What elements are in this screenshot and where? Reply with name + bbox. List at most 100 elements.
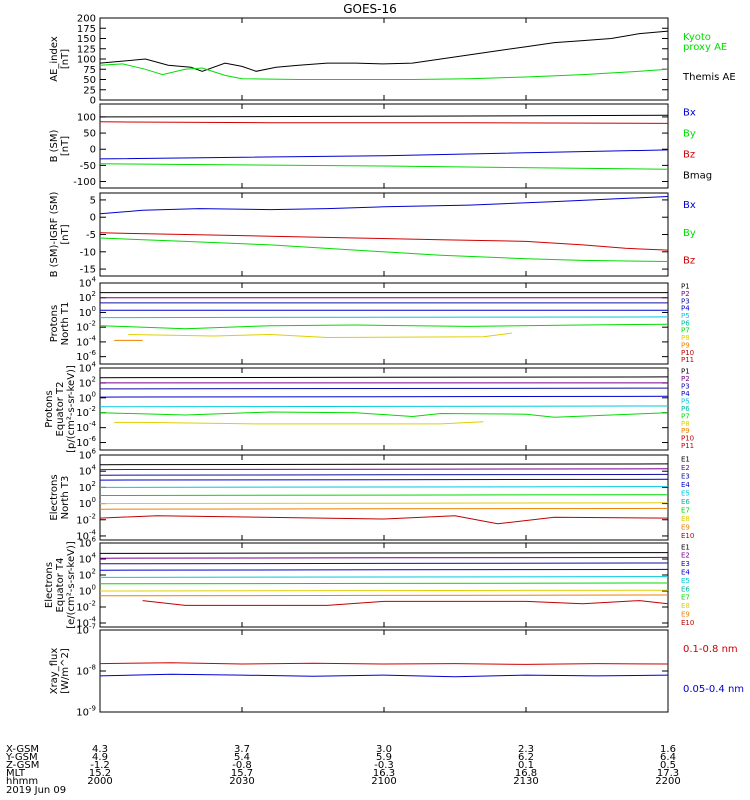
- legend-entry: P5: [681, 312, 690, 320]
- legend-entry: P3: [681, 383, 690, 391]
- legend-entry: P10: [681, 349, 694, 357]
- y-axis-label: Protons: [49, 305, 60, 342]
- legend-entry: Bx: [683, 200, 696, 211]
- legend-entry: E6: [681, 585, 690, 593]
- legend-entry: P8: [681, 420, 690, 428]
- legend-entry: Bz: [683, 150, 695, 161]
- panel-frame: [99, 282, 669, 365]
- y-tick-label: 100: [77, 55, 96, 66]
- series-line-green: [99, 582, 669, 585]
- y-tick-label: -50: [80, 161, 96, 172]
- series-line-black: [99, 114, 669, 118]
- series-line-cyan: [99, 576, 669, 578]
- series-line-blue: [99, 196, 669, 215]
- y-axis-label: Protons: [44, 390, 55, 427]
- y-tick-label: 150: [77, 34, 96, 45]
- y-tick-label: 10-6: [76, 349, 96, 363]
- orbit-row-label: MLT: [6, 768, 26, 779]
- legend-entry: P7: [681, 327, 690, 335]
- y-tick-label: 100: [77, 112, 96, 123]
- series-line-purple: [99, 468, 669, 471]
- series-line-black: [99, 552, 669, 554]
- legend-entry: P1: [681, 368, 690, 376]
- series-line-blue: [99, 149, 669, 160]
- y-tick-label: 0: [90, 96, 96, 107]
- chart-title: GOES-16: [343, 2, 397, 16]
- orbit-value: 5.4: [234, 752, 250, 763]
- orbit-value: 4.9: [92, 752, 108, 763]
- legend-entry: E1: [681, 455, 690, 463]
- y-tick-label: 102: [79, 375, 96, 389]
- y-axis-label: North T1: [60, 302, 71, 346]
- series-line-orange: [99, 507, 669, 510]
- legend-entry: By: [683, 129, 696, 140]
- series-line-red: [99, 662, 669, 665]
- series-line-blue: [99, 568, 669, 571]
- y-tick-label: 104: [79, 464, 97, 478]
- legend-entry: E3: [681, 560, 690, 568]
- series-line-cyan: [99, 316, 669, 319]
- orbit-value: 17.3: [657, 768, 679, 779]
- legend-entry: P9: [681, 427, 690, 435]
- legend-entry: P7: [681, 412, 690, 420]
- y-axis-label: [W/m^2]: [60, 648, 71, 694]
- date-label: 2019 Jun 09: [6, 785, 66, 796]
- legend-entry: 0.05-0.4 nm: [683, 684, 744, 695]
- orbit-value: 15.2: [89, 768, 111, 779]
- y-tick-label: 10-4: [76, 616, 96, 630]
- y-tick-label: 100: [79, 496, 96, 510]
- series-line-yellow: [128, 332, 512, 339]
- series-line-yellow: [99, 502, 669, 505]
- y-tick-label: 50: [83, 75, 96, 86]
- legend-entry: Themis AE: [682, 72, 736, 83]
- y-axis-label: [e/(cm²-s-sr-keV)]: [66, 541, 77, 629]
- legend-entry: P8: [681, 334, 690, 342]
- panel-8: 10-7 10-8 10-9 Xray_flux [W/m^2] 0.1-0.8 nm 0.…: [49, 623, 744, 719]
- series-line-green: [99, 237, 669, 262]
- legend-entry: P10: [681, 435, 694, 443]
- y-tick-label: 10-8: [76, 664, 96, 678]
- orbit-value: 6.2: [518, 752, 534, 763]
- y-tick-label: -15: [80, 265, 96, 276]
- legend-entry: E6: [681, 498, 690, 506]
- y-tick-label: 25: [83, 85, 96, 96]
- y-tick-label: 104: [79, 552, 97, 566]
- legend-entry: E4: [681, 569, 690, 577]
- y-axis-label: Equator T4: [55, 558, 66, 613]
- y-tick-label: 10-2: [76, 512, 96, 526]
- legend-entry: P1: [681, 283, 690, 291]
- series-line-green: [99, 163, 669, 170]
- y-axis-label: [nT]: [60, 49, 71, 69]
- legend-entry: E5: [681, 577, 690, 585]
- panel-frame: [99, 629, 669, 713]
- legend-entry: E4: [681, 481, 690, 489]
- y-tick-label: 5: [90, 195, 96, 206]
- y-tick-label: 10-2: [76, 320, 96, 334]
- orbit-value: 5.9: [376, 752, 392, 763]
- series-line-green: [99, 63, 669, 80]
- orbit-value: 2.3: [518, 744, 534, 755]
- y-axis-label: Electrons: [44, 562, 55, 608]
- legend-entry: P5: [681, 397, 690, 405]
- orbit-value: 2200: [655, 776, 680, 787]
- legend-entry: P4: [681, 390, 690, 398]
- legend-entry: P9: [681, 341, 690, 349]
- legend-entry: E1: [681, 543, 690, 551]
- orbit-value: 3.0: [376, 744, 392, 755]
- y-tick-label: 10-2: [76, 600, 96, 614]
- legend-entry: P6: [681, 405, 690, 413]
- series-line-navy: [99, 387, 669, 390]
- series-line-black: [99, 376, 669, 379]
- panel-2: -100 -50 0 50 100 B (SM) [nT] Bx By Bz Bmag: [49, 103, 712, 189]
- panel-3: -15 -10 -5 0 5 B (SM)-IGRF (SM) [nT] Bx By Bz: [49, 192, 696, 278]
- series-line-purple: [99, 556, 669, 559]
- legend-entry: E7: [681, 594, 690, 602]
- orbit-value: 2100: [371, 776, 396, 787]
- legend-entry: P2: [681, 375, 690, 383]
